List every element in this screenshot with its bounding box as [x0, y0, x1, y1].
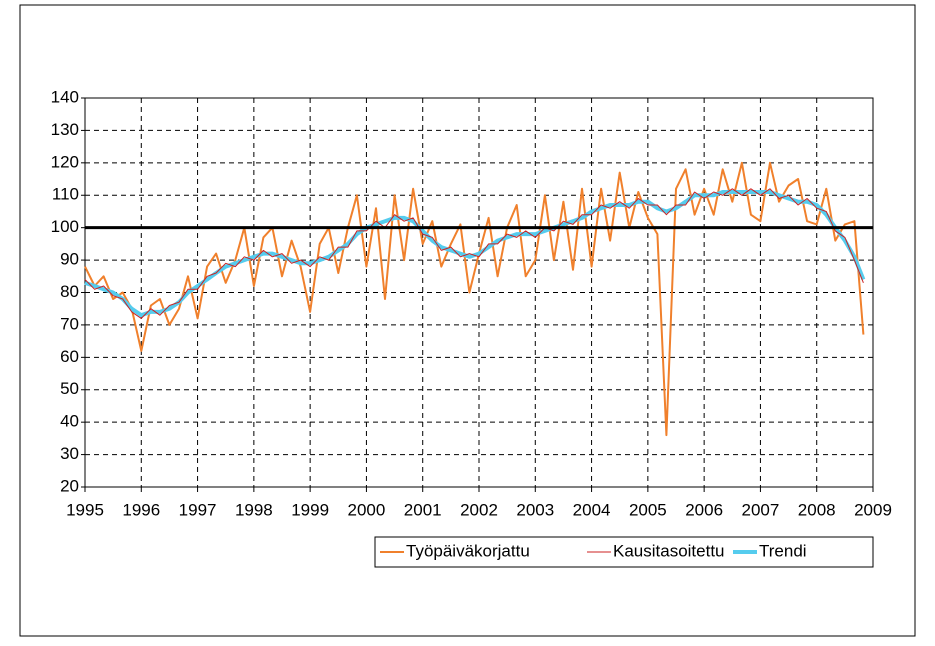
legend-label: Työpäiväkorjattu: [406, 541, 530, 560]
x-tick-label: 2002: [460, 500, 498, 519]
legend-box: [374, 536, 874, 568]
legend-label: Kausitasoitettu: [613, 541, 725, 560]
x-tick-label: 2001: [404, 500, 442, 519]
x-tick-label: 1995: [66, 500, 104, 519]
x-tick-label: 2000: [348, 500, 386, 519]
x-tick-label: 1996: [122, 500, 160, 519]
y-tick-label: 50: [60, 379, 79, 398]
x-tick-label: 2005: [629, 500, 667, 519]
y-tick-label: 130: [51, 120, 79, 139]
x-tick-label: 1999: [291, 500, 329, 519]
series-line: [84, 161, 865, 437]
y-tick-label: 110: [52, 185, 79, 204]
x-tick-label: 2003: [516, 500, 554, 519]
y-tick-label: 140: [51, 87, 79, 106]
x-tick-label: 2004: [573, 500, 611, 519]
x-tick-label: 2007: [742, 500, 780, 519]
y-tick-label: 90: [60, 250, 79, 269]
y-tick-label: 30: [60, 444, 79, 463]
legend-label: Trendi: [759, 541, 807, 560]
x-tick-label: 2008: [798, 500, 836, 519]
y-tick-label: 20: [60, 476, 79, 495]
y-tick-label: 80: [60, 282, 79, 301]
y-tick-label: 120: [51, 152, 79, 171]
y-tick-label: 60: [60, 347, 79, 366]
y-tick-label: 100: [51, 217, 79, 236]
y-tick-label: 40: [60, 412, 79, 431]
x-tick-label: 1998: [235, 500, 273, 519]
y-tick-label: 70: [60, 314, 79, 333]
x-tick-label: 2006: [685, 500, 723, 519]
x-tick-label: 1997: [179, 500, 217, 519]
series-line: [84, 188, 864, 319]
x-tick-label: 2009: [854, 500, 892, 519]
